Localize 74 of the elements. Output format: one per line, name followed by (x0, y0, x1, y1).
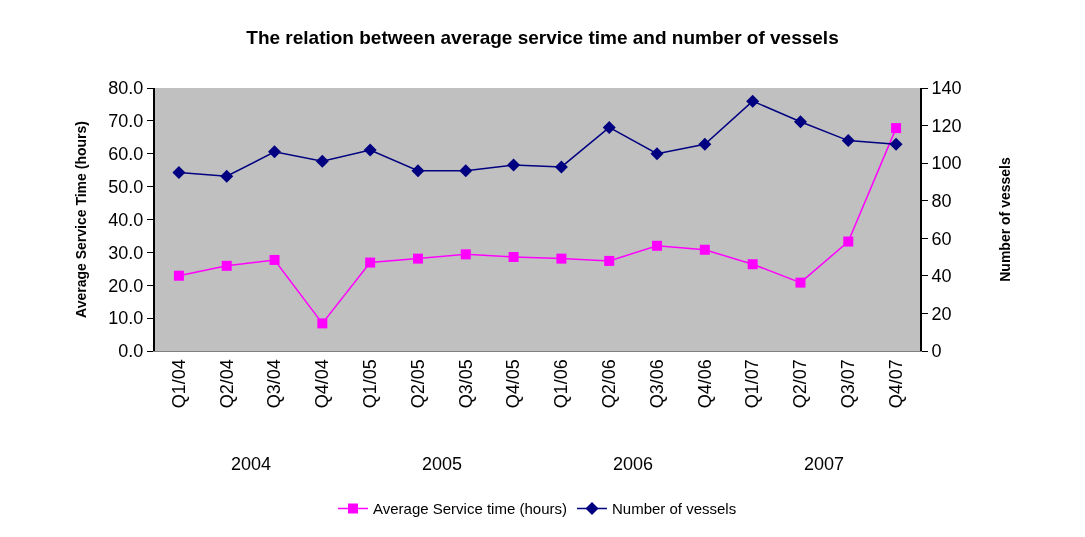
x-tick-label: Q2/04 (216, 359, 237, 409)
point (411, 164, 425, 178)
text: 2005 (422, 454, 463, 474)
point (268, 145, 282, 159)
point (698, 137, 712, 151)
x-tick-label: Q3/06 (646, 359, 667, 409)
x-tick-label: Q3/07 (838, 359, 859, 409)
point (317, 318, 328, 329)
y2-tick-label: 40 (931, 266, 952, 287)
point (747, 259, 758, 270)
point (795, 277, 806, 288)
y2-tick-label: 80 (931, 191, 952, 212)
x-tick-label: Q2/05 (407, 359, 428, 409)
x-tick-label: Q2/06 (599, 359, 620, 409)
legend-label: Number of vessels (611, 500, 737, 518)
point (315, 154, 329, 168)
point (221, 260, 232, 271)
y-tick-label: 70.0 (108, 111, 144, 132)
y-tick-label: 20.0 (108, 275, 144, 296)
legend-label: Average Service time (hours) (373, 500, 567, 518)
x-tick-label: Q4/07 (885, 359, 906, 409)
x-tick-label: Q1/04 (168, 359, 189, 409)
point (891, 123, 902, 134)
y2-tick-label: 60 (931, 228, 952, 249)
point (843, 236, 854, 247)
point (172, 166, 186, 180)
y2-tick-label: 20 (931, 303, 952, 324)
y2-tick-label: 0 (931, 341, 942, 362)
point (173, 270, 184, 281)
x-tick-label: Q3/05 (455, 359, 476, 409)
point (508, 251, 519, 262)
point (220, 169, 234, 183)
point (460, 249, 471, 260)
y-tick-label: 0.0 (118, 341, 144, 362)
y-tick-label: 60.0 (108, 144, 144, 165)
x-tick-label: Q4/06 (694, 359, 715, 409)
x-tick-label: Q4/04 (312, 359, 333, 409)
point (650, 147, 664, 161)
y-tick-label: 50.0 (108, 176, 144, 197)
point (363, 143, 377, 157)
point (841, 134, 855, 148)
y2-tick-label: 120 (931, 115, 962, 136)
y-axis-title: Average Service Time (hours) (73, 121, 90, 318)
point (507, 158, 521, 172)
text: 2004 (231, 454, 272, 474)
x-tick-label: Q4/05 (503, 359, 524, 409)
point (604, 255, 615, 266)
point (602, 120, 616, 134)
y-tick-label: 30.0 (108, 242, 144, 263)
x-tick-label: Q1/07 (742, 359, 763, 409)
point (554, 160, 568, 174)
y2-tick-label: 100 (931, 153, 962, 174)
point (459, 164, 473, 178)
y-tick-label: 40.0 (108, 209, 144, 230)
point (793, 115, 807, 129)
point (699, 244, 710, 255)
y-tick-label: 10.0 (108, 308, 144, 329)
x-tick-label: Q2/07 (790, 359, 811, 409)
point (269, 254, 280, 265)
point (365, 257, 376, 268)
y-tick-label: 80.0 (108, 78, 144, 99)
point (556, 253, 567, 264)
point (889, 137, 903, 151)
text: 2007 (804, 454, 845, 474)
point (652, 240, 663, 251)
x-tick-label: Q1/06 (551, 359, 572, 409)
point (412, 253, 423, 264)
chart-title: The relation between average service time and number of vessels (246, 27, 839, 49)
x-tick-label: Q3/04 (264, 359, 285, 409)
point (746, 94, 760, 108)
y2-tick-label: 140 (931, 78, 962, 99)
text: 2006 (613, 454, 654, 474)
y2-axis-title: Number of vessels (997, 157, 1014, 282)
x-tick-label: Q1/05 (360, 359, 381, 409)
